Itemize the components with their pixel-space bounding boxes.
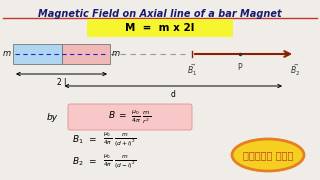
Bar	[61, 44, 110, 64]
Text: d: d	[171, 90, 176, 99]
Text: m: m	[3, 50, 11, 59]
Text: हिंदी में: हिंदी में	[243, 150, 293, 160]
Ellipse shape	[232, 139, 304, 171]
Text: $B_2$: $B_2$	[72, 156, 84, 168]
Text: $\frac{\mu_0}{4\pi}\ \frac{m}{(d-l)^2}$: $\frac{\mu_0}{4\pi}\ \frac{m}{(d-l)^2}$	[103, 153, 137, 171]
Text: 2 l: 2 l	[57, 78, 66, 87]
FancyBboxPatch shape	[87, 19, 233, 37]
Text: Magnetic Field on Axial line of a bar Magnet: Magnetic Field on Axial line of a bar Ma…	[38, 9, 282, 19]
Text: =: =	[88, 158, 96, 166]
Text: =: =	[88, 136, 96, 145]
Bar	[13, 44, 61, 64]
Text: $\vec{B_1}$: $\vec{B_1}$	[187, 63, 197, 78]
Text: $\frac{\mu_0}{4\pi}\ \frac{m}{(d+l)^2}$: $\frac{\mu_0}{4\pi}\ \frac{m}{(d+l)^2}$	[103, 131, 137, 149]
Text: P: P	[238, 63, 242, 72]
Text: $\vec{B_2}$: $\vec{B_2}$	[290, 63, 300, 78]
Text: $B_1$: $B_1$	[72, 134, 84, 146]
Text: $B\ =\ \frac{\mu_0}{4\pi}\ \frac{m}{r^2}$: $B\ =\ \frac{\mu_0}{4\pi}\ \frac{m}{r^2}…	[108, 108, 152, 126]
FancyBboxPatch shape	[68, 104, 192, 130]
Text: m: m	[112, 50, 120, 59]
Text: M  =  m x 2l: M = m x 2l	[125, 23, 195, 33]
Text: by: by	[46, 114, 58, 123]
